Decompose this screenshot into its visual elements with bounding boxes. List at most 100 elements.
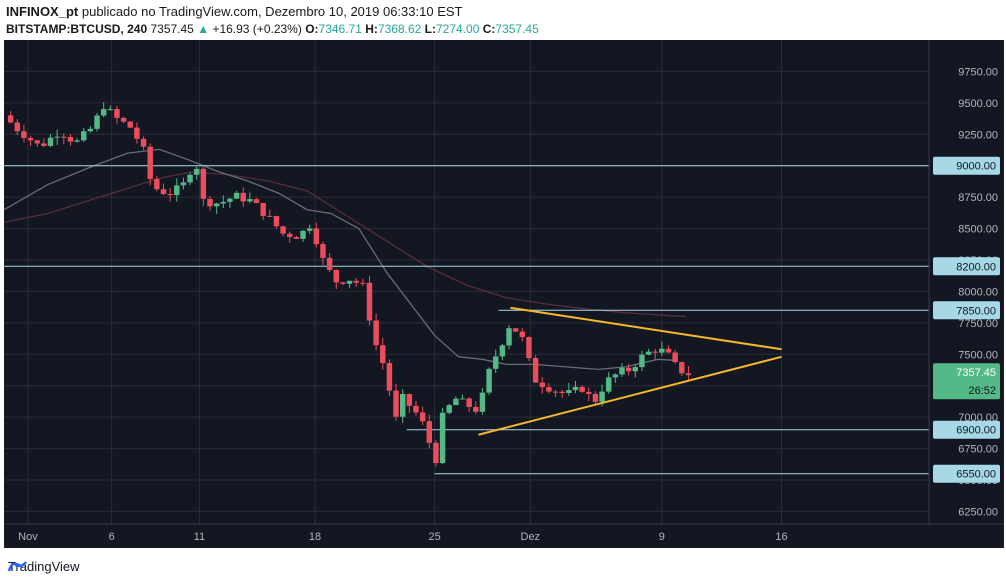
candle-body xyxy=(273,216,280,227)
y-tick-label: 8000.00 xyxy=(958,286,998,298)
candle-body xyxy=(346,280,353,284)
candle-body xyxy=(399,393,406,417)
candle-body xyxy=(41,143,47,146)
candle-body xyxy=(386,363,393,391)
candle-body xyxy=(100,109,107,116)
candle-body xyxy=(353,280,359,283)
low-value: 7274.00 xyxy=(436,22,480,36)
candle-body xyxy=(333,269,339,283)
candle-body xyxy=(519,331,526,338)
candle-body xyxy=(679,362,685,374)
y-tick-label: 8500.00 xyxy=(958,224,998,236)
candle-body xyxy=(34,140,40,144)
candle-body xyxy=(21,131,27,138)
candle-body xyxy=(592,393,599,402)
candle-body xyxy=(220,201,227,204)
candle-body xyxy=(114,108,120,118)
candle-body xyxy=(439,412,446,463)
published-text: publicado no TradingView.com, Dezembro 1… xyxy=(81,4,463,19)
candle-body xyxy=(233,192,240,199)
y-tick-label: 6750.00 xyxy=(958,444,998,456)
author-name[interactable]: INFINOX_pt xyxy=(6,4,79,19)
candle-body xyxy=(406,393,413,406)
level-price-label: 8200.00 xyxy=(956,261,996,273)
candle-body xyxy=(632,367,639,372)
candle-body xyxy=(200,168,207,199)
level-price-box xyxy=(933,257,1000,276)
candle-body xyxy=(193,168,200,175)
candle-body xyxy=(260,203,266,216)
x-tick-label: Nov xyxy=(18,531,38,543)
open-value: 7346.71 xyxy=(318,22,362,36)
y-tick-label: 6250.00 xyxy=(958,506,998,518)
candle-body xyxy=(532,358,539,383)
candle-body xyxy=(499,345,506,357)
candle-body xyxy=(227,198,233,202)
x-tick-label: 11 xyxy=(194,531,205,543)
candle-body xyxy=(160,189,167,195)
candle-body xyxy=(433,442,439,463)
candle-body xyxy=(134,127,140,139)
candle-body xyxy=(672,352,678,363)
candle-body xyxy=(665,348,672,353)
level-price-box xyxy=(933,464,1000,483)
candle-body xyxy=(546,387,552,392)
high-label: H: xyxy=(365,22,378,36)
y-tick-label: 9250.00 xyxy=(958,129,998,141)
candle-body xyxy=(67,136,74,142)
candle-body xyxy=(446,405,452,413)
candle-body xyxy=(300,230,306,239)
candle-body xyxy=(612,374,619,378)
last-price-label: 7357.45 xyxy=(956,367,996,379)
footer: TradingView xyxy=(8,559,80,574)
chart-panel[interactable]: 9750.00 9500.00 9250.00 9000.00 8750.00 8500.… xyxy=(4,40,1004,548)
candle-body xyxy=(566,390,572,394)
price-chart[interactable]: 9750.00 9500.00 9250.00 9000.00 8750.00 8500.… xyxy=(4,40,1004,548)
candle-body xyxy=(7,115,14,123)
candle-body xyxy=(625,367,632,372)
triangle-trendline xyxy=(478,355,782,436)
candle-body xyxy=(140,138,147,147)
publication-header: INFINOX_pt publicado no TradingView.com,… xyxy=(6,4,462,19)
candle-body xyxy=(579,386,585,392)
candle-body xyxy=(74,140,80,142)
high-value: 7368.62 xyxy=(377,22,422,36)
open-label: O: xyxy=(305,22,319,36)
candle-body xyxy=(413,405,419,413)
change-arrow-icon: ▲ xyxy=(197,22,210,36)
symbol-header: BITSTAMP:BTCUSD, 240 7357.45 ▲ +16.93 (+… xyxy=(6,22,539,36)
close-label: C: xyxy=(482,22,496,36)
candle-body xyxy=(559,391,565,394)
tradingview-logo-icon xyxy=(8,561,27,572)
candle-body xyxy=(287,233,293,238)
candle-body xyxy=(486,368,492,393)
candle-body xyxy=(47,137,54,146)
candle-body xyxy=(380,345,386,364)
level-price-box xyxy=(933,420,1000,439)
triangle-trendline xyxy=(510,306,782,351)
candle-body xyxy=(366,282,373,321)
candle-body xyxy=(94,115,100,129)
y-tick-label: 8750.00 xyxy=(958,192,998,204)
candle-body xyxy=(54,136,60,138)
x-tick-label: 25 xyxy=(428,531,440,543)
candle-body xyxy=(373,320,379,346)
candle-body xyxy=(586,391,592,394)
moving-average-slow xyxy=(4,171,686,318)
x-tick-label: 9 xyxy=(659,531,665,543)
candle-body xyxy=(120,117,127,122)
candle-body xyxy=(639,354,645,368)
candle-body xyxy=(81,131,87,141)
candle-body xyxy=(539,382,545,388)
price-axis xyxy=(929,40,1004,524)
candle-body xyxy=(426,421,433,443)
candle-body xyxy=(479,392,486,412)
level-price-box xyxy=(933,301,1000,320)
candle-body xyxy=(360,282,366,284)
last-price: 7357.45 xyxy=(150,22,194,36)
y-tick-label: 7500.00 xyxy=(958,349,998,361)
moving-average-fast xyxy=(4,148,678,371)
candle-body xyxy=(267,215,273,217)
candle-body xyxy=(419,412,426,422)
y-tick-label: 9500.00 xyxy=(958,98,998,110)
